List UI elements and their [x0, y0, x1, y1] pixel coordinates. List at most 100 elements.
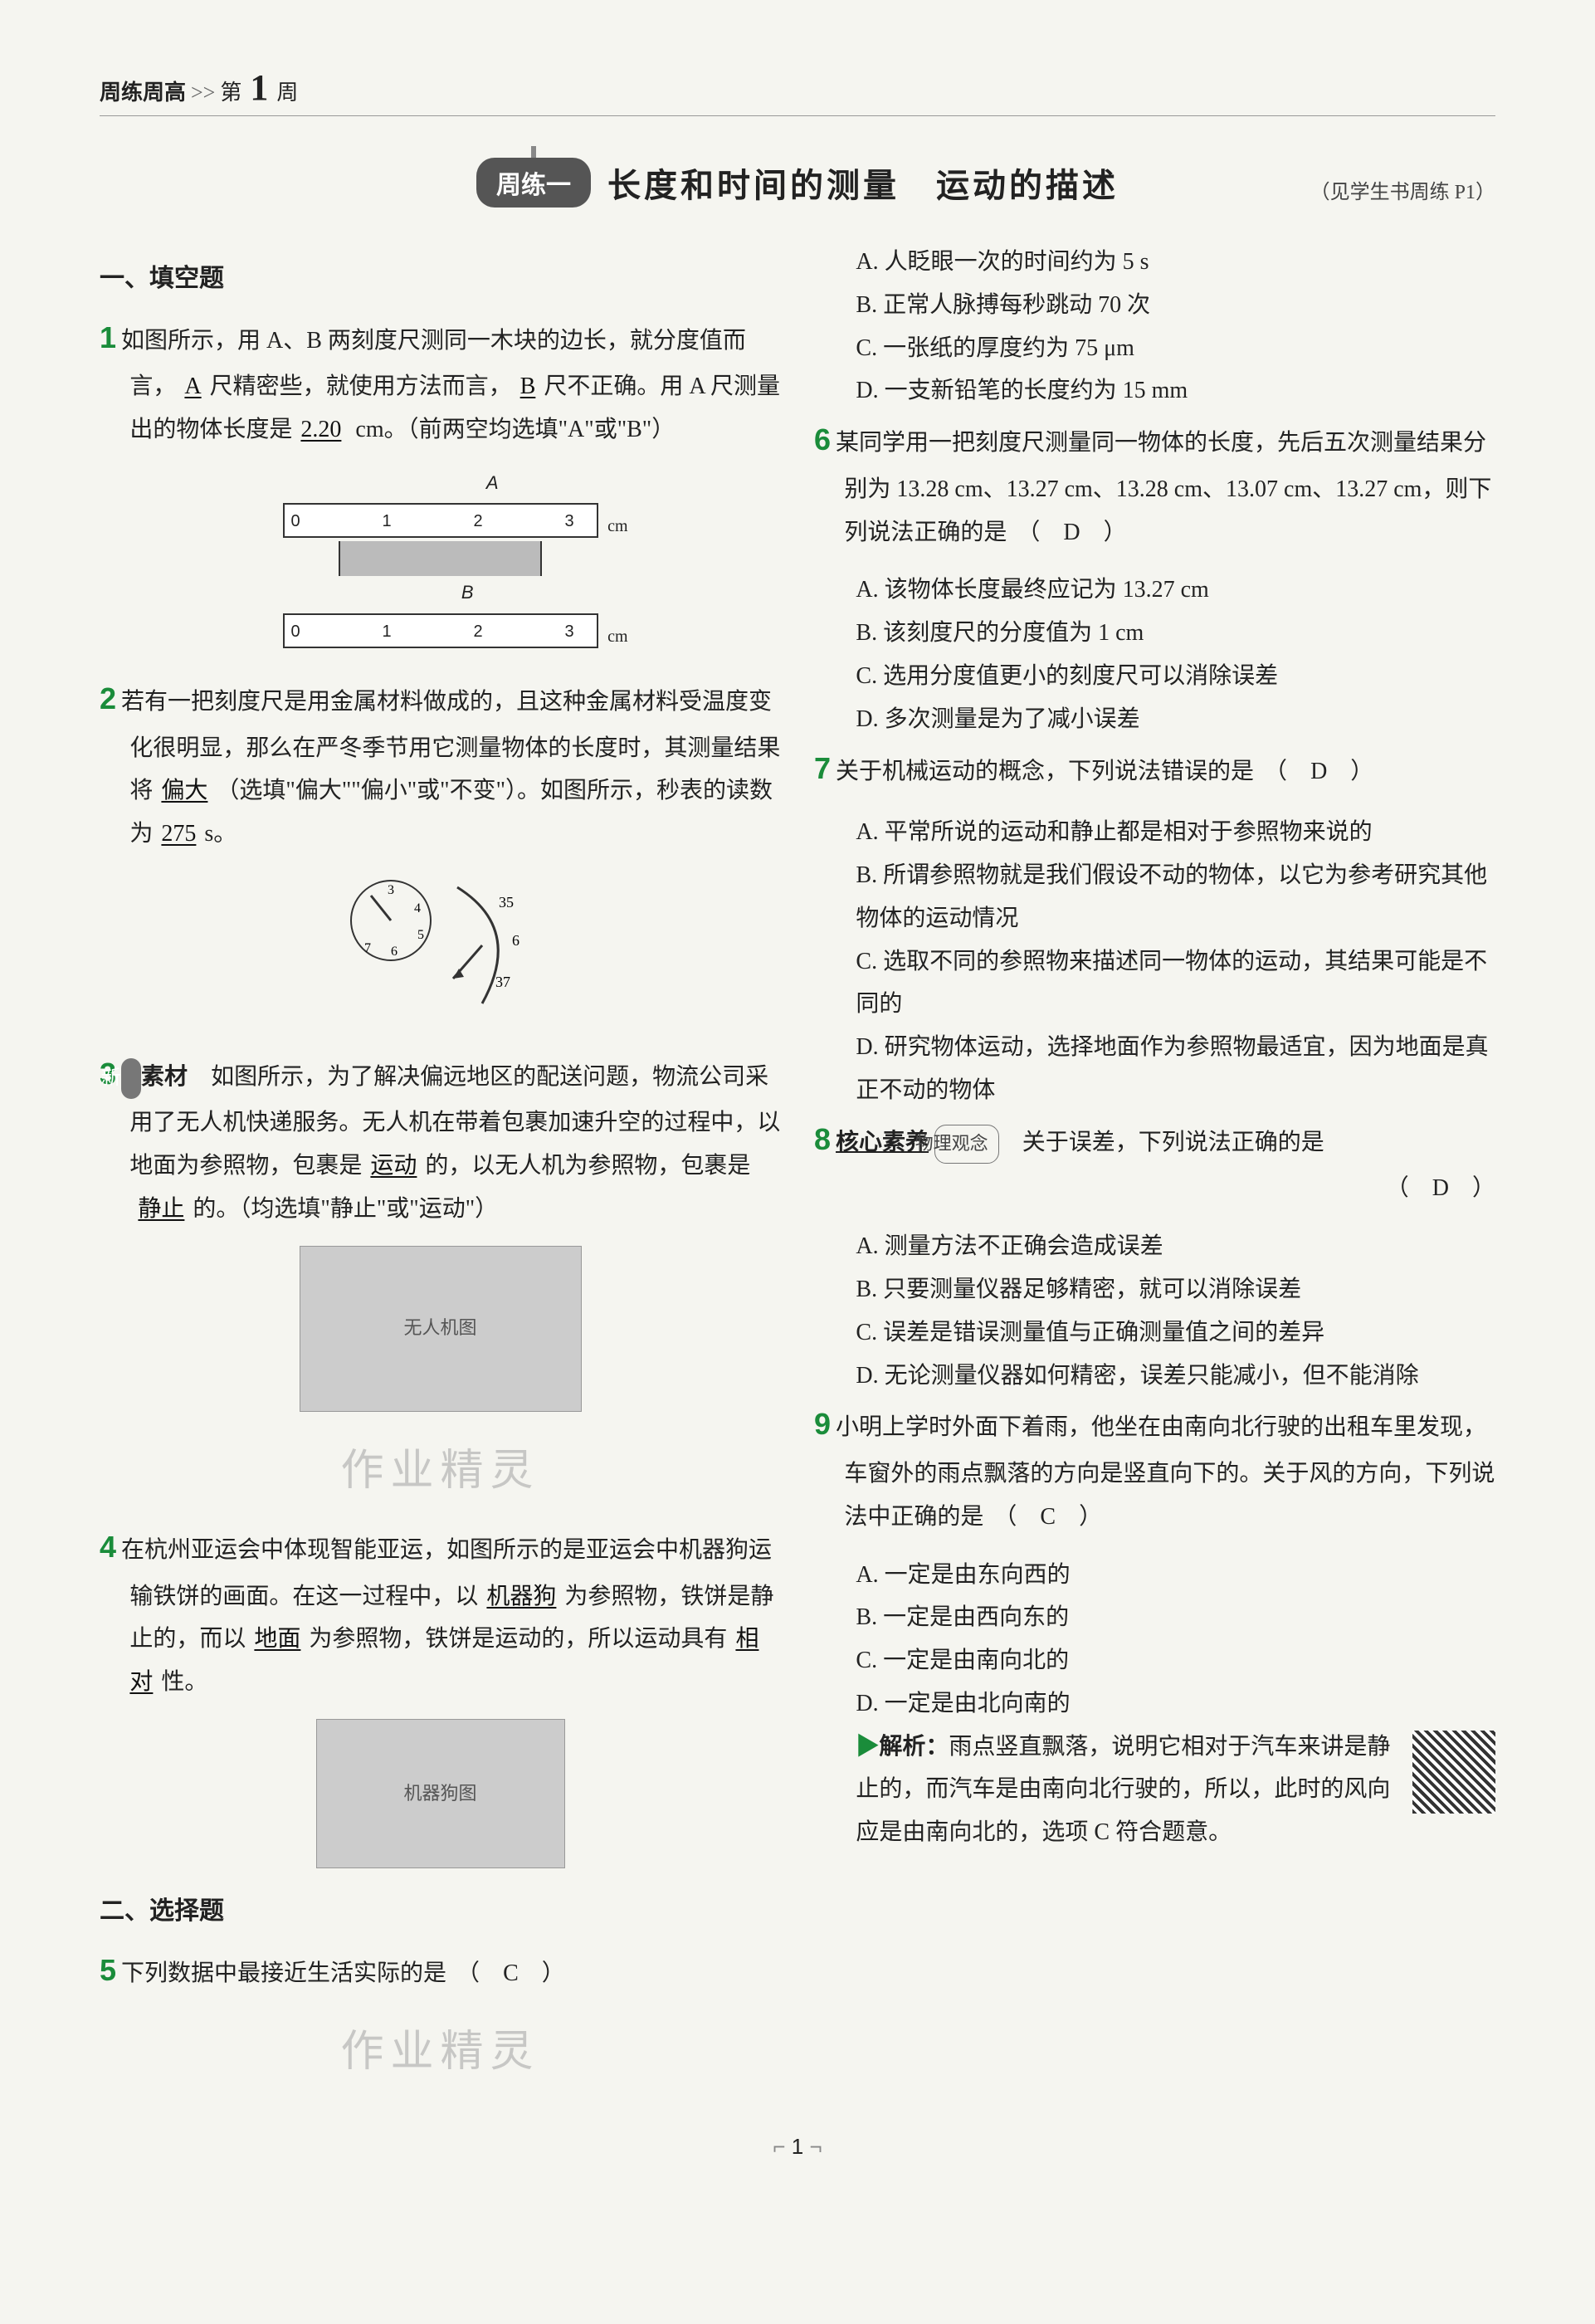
- lesson-title: 长度和时间的测量 运动的描述: [607, 159, 1119, 207]
- qnum-1: 1: [100, 320, 116, 354]
- qnum-2: 2: [100, 681, 116, 715]
- question-1: 1如图所示，用 A、B 两刻度尺测同一木块的边长，就分度值而言，A尺精密些，就使…: [100, 310, 781, 452]
- q1-text4: cm。（前两空均选填"A"或"B"）: [355, 417, 675, 442]
- page-header: 周练周高 >> 第 1 周: [100, 66, 1495, 116]
- q7-stem: 关于机械运动的概念，下列说法错误的是: [836, 759, 1254, 784]
- qnum-4: 4: [100, 1530, 116, 1564]
- q6-option-b: B. 该刻度尺的分度值为 1 cm: [814, 612, 1495, 655]
- q9-stem: 小明上学时外面下着雨，他坐在由南向北行驶的出租车里发现，车窗外的雨点飘落的方向是…: [836, 1414, 1495, 1529]
- q8-answer-paren: （ D ）: [1386, 1175, 1495, 1201]
- q5-option-d: D. 一支新铅笔的长度约为 15 mm: [814, 369, 1495, 413]
- drone-image: 无人机图: [300, 1246, 582, 1412]
- svg-text:3: 3: [388, 883, 394, 897]
- q4-text4: 性。: [161, 1669, 207, 1695]
- q4-blank2: 地面: [246, 1626, 309, 1652]
- q3-tag2: 素材: [141, 1064, 188, 1090]
- q9-answer-paren: （ C ）: [993, 1504, 1102, 1530]
- q3-figure: 无人机图: [100, 1246, 781, 1412]
- q9-explanation: ▶解析：雨点竖直飘落，说明它相对于汽车来讲是静止的，而汽车是由南向北行驶的，所以…: [814, 1726, 1495, 1854]
- svg-text:6: 6: [512, 932, 519, 949]
- q6-answer-paren: （ D ）: [1017, 520, 1126, 545]
- q5-option-c: C. 一张纸的厚度约为 75 μm: [814, 327, 1495, 370]
- svg-text:37: 37: [495, 974, 510, 990]
- q1-text2: 尺精密些，就使用方法而言，: [210, 374, 512, 399]
- q4-figure: 机器狗图: [100, 1719, 781, 1868]
- measured-block: [339, 541, 542, 576]
- svg-text:35: 35: [499, 894, 514, 911]
- q5-stem: 下列数据中最接近生活实际的是: [121, 1960, 446, 1986]
- section-fill-blank: 一、填空题: [100, 256, 781, 302]
- q5-option-b: B. 正常人脉搏每秒跳动 70 次: [814, 284, 1495, 327]
- q2-blank2: 275: [153, 821, 204, 847]
- svg-text:4: 4: [414, 901, 421, 915]
- lesson-title-row: 周练一 长度和时间的测量 运动的描述 （见学生书周练 P1）: [100, 158, 1495, 208]
- q6-option-a: A. 该物体长度最终应记为 13.27 cm: [814, 569, 1495, 612]
- q5-answer-paren: （ C ）: [456, 1960, 565, 1986]
- watermark-1: 作业精灵: [100, 1432, 781, 1511]
- lesson-badge: 周练一: [476, 158, 591, 208]
- q6-option-d: D. 多次测量是为了减小误差: [814, 698, 1495, 741]
- q4-text3: 为参照物，铁饼是运动的，所以运动具有: [309, 1626, 727, 1652]
- q9-answer: C: [1040, 1504, 1056, 1530]
- q6-stem: 某同学用一把刻度尺测量同一物体的长度，先后五次测量结果分别为 13.28 cm、…: [836, 430, 1491, 544]
- explain-arrow-icon: ▶: [856, 1734, 879, 1760]
- stopwatch-svg: 3 4 5 7 6 35 6 37: [316, 871, 565, 1012]
- series-title: 周练周高: [100, 76, 186, 106]
- q3-blank2: 静止: [129, 1196, 193, 1222]
- q1-blank1: A: [176, 374, 209, 399]
- q6-answer: D: [1063, 520, 1080, 545]
- qnum-9: 9: [814, 1407, 831, 1441]
- q3-text3: 的。（均选填"静止"或"运动"）: [193, 1196, 498, 1222]
- left-column: 一、填空题 1如图所示，用 A、B 两刻度尺测同一木块的边长，就分度值而言，A尺…: [100, 241, 781, 2101]
- q8-option-d: D. 无论测量仪器如何精密，误差只能减小，但不能消除: [814, 1355, 1495, 1398]
- q2-blank1: 偏大: [153, 778, 216, 803]
- q7-answer: D: [1310, 759, 1327, 784]
- svg-text:7: 7: [364, 941, 371, 955]
- question-6: 6某同学用一把刻度尺测量同一物体的长度，先后五次测量结果分别为 13.28 cm…: [814, 413, 1495, 554]
- q4-blank1: 机器狗: [478, 1584, 564, 1609]
- question-2: 2若有一把刻度尺是用金属材料做成的，且这种金属材料受温度变化很明显，那么在严冬季…: [100, 671, 781, 856]
- question-3: 3新素材 如图所示，为了解决偏远地区的配送问题，物流公司采用了无人机快递服务。无…: [100, 1047, 781, 1231]
- ruler-label-a: A: [283, 466, 598, 500]
- question-9: 9小明上学时外面下着雨，他坐在由南向北行驶的出租车里发现，车窗外的雨点飘落的方向…: [814, 1397, 1495, 1538]
- q8-option-b: B. 只要测量仪器足够精密，就可以消除误差: [814, 1268, 1495, 1311]
- zhou-text: 周: [276, 76, 298, 106]
- ruler-b-unit: cm: [607, 622, 627, 652]
- q7-option-a: A. 平常所说的运动和静止都是相对于参照物来说的: [814, 811, 1495, 854]
- right-column: A. 人眨眼一次的时间约为 5 s B. 正常人脉搏每秒跳动 70 次 C. 一…: [814, 241, 1495, 2101]
- question-4: 4在杭州亚运会中体现智能亚运，如图所示的是亚运会中机器狗运输铁饼的画面。在这一过…: [100, 1520, 781, 1704]
- question-7: 7关于机械运动的概念，下列说法错误的是（ D ）: [814, 741, 1495, 797]
- qnum-8: 8: [814, 1122, 831, 1156]
- q5-option-a: A. 人眨眼一次的时间约为 5 s: [814, 241, 1495, 284]
- lesson-reference: （见学生书周练 P1）: [1310, 175, 1495, 204]
- week-number: 1: [250, 66, 268, 109]
- q3-tag: 新: [121, 1058, 141, 1098]
- q1-blank3: 2.20: [292, 417, 349, 442]
- question-5-stem: 5下列数据中最接近生活实际的是（ C ）: [100, 1943, 781, 1999]
- q7-option-c: C. 选取不同的参照物来描述同一物体的运动，其结果可能是不同的: [814, 940, 1495, 1027]
- q2-figure: 3 4 5 7 6 35 6 37: [100, 871, 781, 1027]
- di-text: 第: [220, 76, 241, 106]
- q3-text2: 的，以无人机为参照物，包裹是: [425, 1153, 750, 1179]
- q1-figure: A 0 1 2 3 cm B 0 1 2 3 cm: [100, 466, 781, 652]
- qnum-7: 7: [814, 751, 831, 785]
- q8-answer: D: [1432, 1175, 1449, 1201]
- q3-blank1: 运动: [362, 1153, 425, 1179]
- ruler-a: 0 1 2 3 cm: [283, 503, 598, 538]
- svg-text:5: 5: [417, 928, 424, 942]
- q8-stem: 关于误差，下列说法正确的是: [1022, 1130, 1324, 1155]
- q7-option-d: D. 研究物体运动，选择地面作为参照物最适宜，因为地面是真正不动的物体: [814, 1026, 1495, 1112]
- q5-answer: C: [503, 1960, 519, 1986]
- svg-text:6: 6: [391, 945, 398, 959]
- q8-option-c: C. 误差是错误测量值与正确测量值之间的差异: [814, 1311, 1495, 1355]
- watermark-2: 作业精灵: [100, 2013, 781, 2092]
- q7-option-b: B. 所谓参照物就是我们假设不动的物体，以它为参考研究其他物体的运动情况: [814, 854, 1495, 940]
- q8-tag2: 物理观念: [934, 1125, 999, 1164]
- qnum-6: 6: [814, 422, 831, 456]
- arrows-icon: >>: [191, 81, 215, 105]
- qr-code-icon: [1412, 1731, 1495, 1814]
- q9-option-a: A. 一定是由东向西的: [814, 1554, 1495, 1597]
- q8-option-a: A. 测量方法不正确会造成误差: [814, 1225, 1495, 1268]
- ruler-b: 0 1 2 3 cm: [283, 613, 598, 648]
- ruler-a-unit: cm: [607, 511, 627, 542]
